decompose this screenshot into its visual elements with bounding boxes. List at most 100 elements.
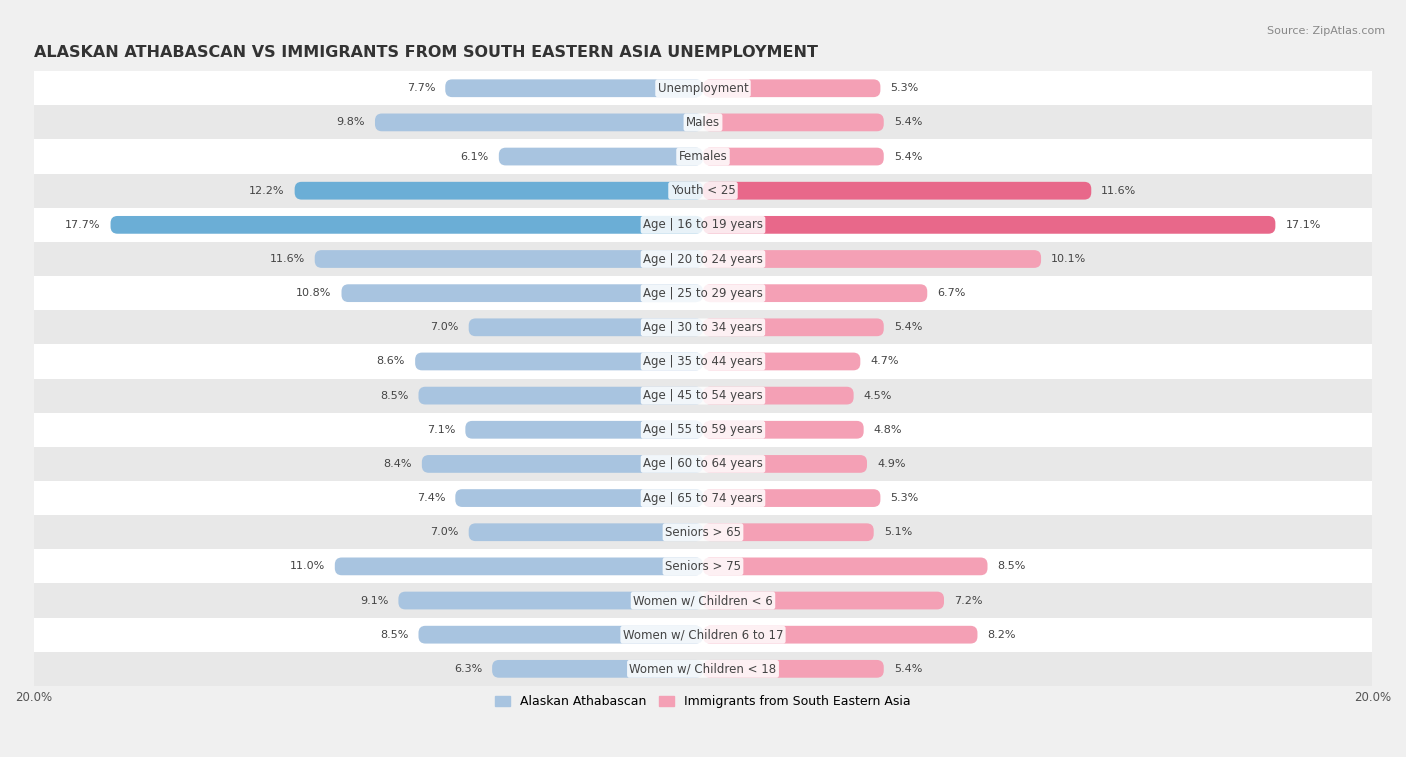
- Text: Females: Females: [679, 150, 727, 163]
- Text: 10.8%: 10.8%: [297, 288, 332, 298]
- Bar: [422, 455, 703, 473]
- Text: Women w/ Children < 18: Women w/ Children < 18: [630, 662, 776, 675]
- FancyBboxPatch shape: [468, 319, 703, 336]
- Bar: [34, 173, 1372, 207]
- Bar: [703, 660, 884, 678]
- Text: 8.5%: 8.5%: [997, 562, 1026, 572]
- FancyBboxPatch shape: [419, 626, 703, 643]
- Text: 6.7%: 6.7%: [938, 288, 966, 298]
- Text: 4.9%: 4.9%: [877, 459, 905, 469]
- FancyBboxPatch shape: [703, 592, 943, 609]
- Text: 11.6%: 11.6%: [270, 254, 305, 264]
- Text: 7.7%: 7.7%: [406, 83, 436, 93]
- Bar: [315, 250, 703, 268]
- Bar: [34, 652, 1372, 686]
- Bar: [703, 216, 1275, 234]
- Text: 8.5%: 8.5%: [380, 391, 409, 400]
- Bar: [703, 626, 977, 643]
- FancyBboxPatch shape: [703, 387, 853, 404]
- Text: 4.8%: 4.8%: [873, 425, 903, 435]
- Bar: [34, 413, 1372, 447]
- Bar: [34, 378, 1372, 413]
- FancyBboxPatch shape: [703, 114, 884, 131]
- Text: Age | 25 to 29 years: Age | 25 to 29 years: [643, 287, 763, 300]
- Text: 17.7%: 17.7%: [65, 220, 100, 230]
- Bar: [34, 276, 1372, 310]
- Legend: Alaskan Athabascan, Immigrants from South Eastern Asia: Alaskan Athabascan, Immigrants from Sout…: [491, 690, 915, 713]
- FancyBboxPatch shape: [703, 523, 873, 541]
- Bar: [703, 319, 884, 336]
- Bar: [34, 105, 1372, 139]
- Bar: [342, 285, 703, 302]
- Text: Women w/ Children < 6: Women w/ Children < 6: [633, 594, 773, 607]
- Text: Age | 55 to 59 years: Age | 55 to 59 years: [643, 423, 763, 436]
- Bar: [465, 421, 703, 438]
- Text: 12.2%: 12.2%: [249, 185, 284, 196]
- Bar: [703, 148, 884, 166]
- Text: Age | 45 to 54 years: Age | 45 to 54 years: [643, 389, 763, 402]
- FancyBboxPatch shape: [703, 557, 987, 575]
- Text: Age | 20 to 24 years: Age | 20 to 24 years: [643, 253, 763, 266]
- Text: 5.4%: 5.4%: [894, 664, 922, 674]
- FancyBboxPatch shape: [703, 421, 863, 438]
- FancyBboxPatch shape: [446, 79, 703, 97]
- Bar: [703, 285, 928, 302]
- Text: 7.1%: 7.1%: [427, 425, 456, 435]
- FancyBboxPatch shape: [111, 216, 703, 234]
- Text: Age | 30 to 34 years: Age | 30 to 34 years: [643, 321, 763, 334]
- FancyBboxPatch shape: [315, 250, 703, 268]
- Bar: [34, 344, 1372, 378]
- Text: Seniors > 65: Seniors > 65: [665, 525, 741, 539]
- Bar: [34, 310, 1372, 344]
- FancyBboxPatch shape: [703, 182, 1091, 200]
- Text: 7.0%: 7.0%: [430, 527, 458, 537]
- FancyBboxPatch shape: [499, 148, 703, 166]
- Text: Seniors > 75: Seniors > 75: [665, 560, 741, 573]
- Bar: [703, 489, 880, 507]
- Text: 7.4%: 7.4%: [416, 493, 446, 503]
- Text: 17.1%: 17.1%: [1285, 220, 1320, 230]
- Bar: [499, 148, 703, 166]
- Text: Age | 16 to 19 years: Age | 16 to 19 years: [643, 218, 763, 232]
- FancyBboxPatch shape: [703, 216, 1275, 234]
- Bar: [398, 592, 703, 609]
- Bar: [375, 114, 703, 131]
- Bar: [703, 592, 943, 609]
- Bar: [111, 216, 703, 234]
- FancyBboxPatch shape: [419, 387, 703, 404]
- Text: Males: Males: [686, 116, 720, 129]
- Text: 8.5%: 8.5%: [380, 630, 409, 640]
- Text: 5.3%: 5.3%: [890, 493, 918, 503]
- FancyBboxPatch shape: [703, 250, 1040, 268]
- FancyBboxPatch shape: [295, 182, 703, 200]
- Text: Unemployment: Unemployment: [658, 82, 748, 95]
- Text: Age | 60 to 64 years: Age | 60 to 64 years: [643, 457, 763, 470]
- FancyBboxPatch shape: [398, 592, 703, 609]
- Bar: [415, 353, 703, 370]
- FancyBboxPatch shape: [422, 455, 703, 473]
- Bar: [492, 660, 703, 678]
- FancyBboxPatch shape: [375, 114, 703, 131]
- Bar: [703, 455, 868, 473]
- FancyBboxPatch shape: [703, 285, 928, 302]
- FancyBboxPatch shape: [342, 285, 703, 302]
- Bar: [34, 481, 1372, 516]
- Text: 11.0%: 11.0%: [290, 562, 325, 572]
- Text: 8.2%: 8.2%: [987, 630, 1017, 640]
- Bar: [703, 114, 884, 131]
- Bar: [34, 618, 1372, 652]
- Bar: [335, 557, 703, 575]
- Bar: [703, 250, 1040, 268]
- Bar: [703, 79, 880, 97]
- FancyBboxPatch shape: [703, 660, 884, 678]
- FancyBboxPatch shape: [465, 421, 703, 438]
- FancyBboxPatch shape: [335, 557, 703, 575]
- FancyBboxPatch shape: [703, 319, 884, 336]
- Bar: [34, 550, 1372, 584]
- FancyBboxPatch shape: [703, 148, 884, 166]
- FancyBboxPatch shape: [703, 489, 880, 507]
- Text: 7.0%: 7.0%: [430, 322, 458, 332]
- FancyBboxPatch shape: [456, 489, 703, 507]
- Bar: [34, 139, 1372, 173]
- Text: Youth < 25: Youth < 25: [671, 184, 735, 198]
